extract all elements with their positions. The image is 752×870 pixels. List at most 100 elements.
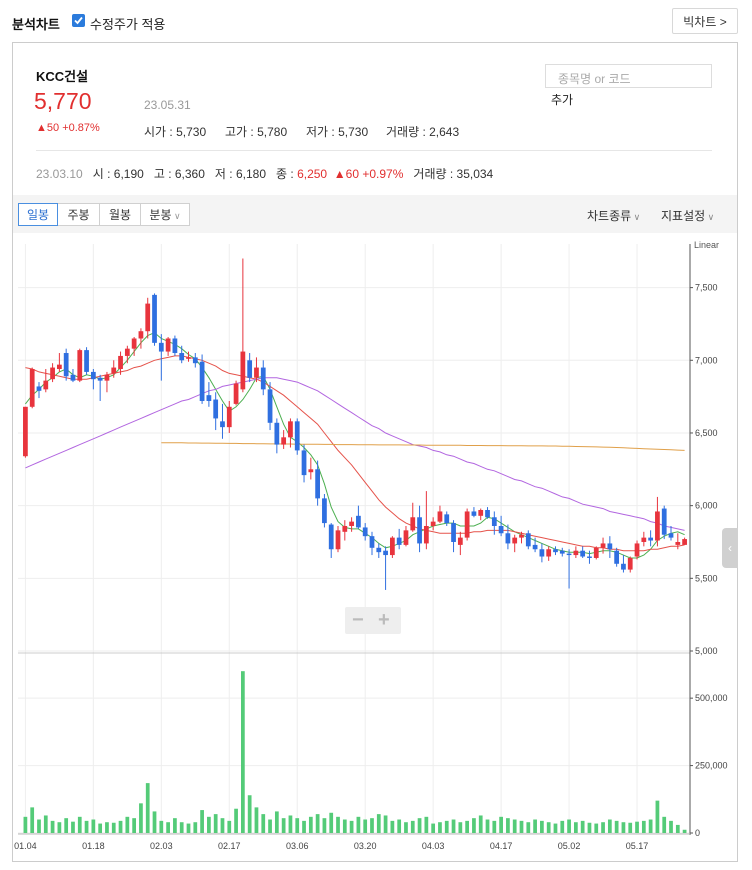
candle-body xyxy=(682,539,687,545)
side-panel-toggle[interactable]: ‹ xyxy=(722,528,738,568)
volume-bar xyxy=(465,820,470,833)
zoom-out-button[interactable]: − xyxy=(352,609,364,631)
volume-label: 거래량 : xyxy=(386,125,430,139)
volume-bar xyxy=(349,820,354,833)
volume-bar xyxy=(247,795,252,833)
candle-body xyxy=(240,351,246,390)
volume-bar xyxy=(145,783,150,833)
volume-bar xyxy=(207,816,211,833)
volume-bar xyxy=(302,820,306,833)
candle-body xyxy=(179,353,185,361)
volume-bar xyxy=(336,816,340,833)
volume-bar xyxy=(383,815,388,833)
change-percent: +0.87% xyxy=(62,122,100,134)
add-button[interactable]: 추가 xyxy=(546,90,578,110)
tab-minute[interactable]: 분봉 ∨ xyxy=(140,203,190,226)
volume-bar xyxy=(669,820,673,833)
ma20-line xyxy=(25,355,685,552)
candle-body xyxy=(281,437,287,445)
volume-bar xyxy=(322,818,327,833)
candle-body xyxy=(97,377,103,381)
volume-bar xyxy=(410,820,415,833)
candle-body xyxy=(512,537,518,544)
volume-bar xyxy=(234,808,238,833)
candle-body xyxy=(607,543,613,550)
indicator-label: 지표설정 xyxy=(661,209,706,223)
candle-body xyxy=(471,511,477,516)
hover-change-pct: +0.97% xyxy=(362,167,404,181)
volume-bar xyxy=(23,816,28,833)
candle-body xyxy=(301,450,307,476)
candle-body xyxy=(192,357,198,364)
tab-daily[interactable]: 일봉 xyxy=(18,203,58,226)
volume-bar xyxy=(200,810,204,833)
candle-body xyxy=(627,557,633,570)
candle-body xyxy=(464,511,470,538)
candle-body xyxy=(233,383,239,404)
hover-low: 6,180 xyxy=(235,167,266,181)
adjusted-price-checkbox[interactable] xyxy=(72,14,85,27)
candle-body xyxy=(457,537,463,545)
ma5-line xyxy=(25,332,685,559)
volume-bar xyxy=(84,820,89,833)
candle-body xyxy=(362,527,368,537)
volume-bar xyxy=(444,820,449,833)
volume-bar xyxy=(370,818,374,833)
hover-date: 23.03.10 xyxy=(36,167,83,181)
candle-body xyxy=(63,353,69,377)
volume-tick-label: 250,000 xyxy=(695,761,728,771)
high-label: 고가 : xyxy=(225,125,258,139)
hover-high: 6,360 xyxy=(174,167,205,181)
big-chart-button[interactable]: 빅차트 > xyxy=(672,8,738,34)
candle-body xyxy=(430,521,436,526)
candle-body xyxy=(423,525,429,544)
volume-bar xyxy=(397,819,402,833)
adjusted-price-label[interactable]: 수정주가 적용 xyxy=(90,17,166,32)
candle-body xyxy=(498,525,504,534)
candle-body xyxy=(36,386,42,391)
candle-body xyxy=(376,547,382,553)
volume-bar xyxy=(492,820,497,833)
volume-bar xyxy=(499,816,503,833)
volume-bar xyxy=(478,815,483,833)
x-tick-label: 05.17 xyxy=(626,841,649,851)
volume-bar xyxy=(458,822,463,833)
volume-bar xyxy=(662,816,667,833)
check-icon xyxy=(74,16,83,25)
low-label: 저가 : xyxy=(306,125,339,139)
candle-body xyxy=(356,515,361,528)
volume-bar xyxy=(159,820,164,833)
candle-body xyxy=(403,530,409,545)
candle-body xyxy=(478,510,484,516)
stock-search-input[interactable]: 종목명 or 코드 xyxy=(545,64,712,88)
y-tick-label: 6,500 xyxy=(695,428,718,438)
chart-type-dropdown[interactable]: 차트종류 ∨ xyxy=(587,207,640,224)
candle-body xyxy=(124,348,130,356)
tab-monthly[interactable]: 월봉 xyxy=(99,203,141,226)
hover-volume: 35,034 xyxy=(456,167,494,181)
volume-bar xyxy=(567,819,571,833)
volume-bar xyxy=(526,822,531,833)
volume-bar xyxy=(635,821,639,833)
candle-body xyxy=(675,541,681,545)
volume-bar xyxy=(641,820,646,833)
volume-bar xyxy=(43,815,48,833)
y-tick-label: 6,000 xyxy=(695,501,718,511)
hover-open: 6,190 xyxy=(113,167,144,181)
candle-body xyxy=(29,369,35,407)
volume-tick-label: 500,000 xyxy=(695,693,728,703)
volume-bar xyxy=(268,819,272,833)
tab-weekly[interactable]: 주봉 xyxy=(57,203,100,226)
candle-body xyxy=(587,556,592,558)
candle-body xyxy=(396,537,402,545)
zoom-in-button[interactable]: + xyxy=(378,609,390,631)
candle-body xyxy=(634,543,640,557)
volume-bar xyxy=(57,822,62,833)
candle-body xyxy=(199,361,205,401)
volume-bar xyxy=(587,822,592,833)
indicator-dropdown[interactable]: 지표설정 ∨ xyxy=(661,207,714,224)
divider xyxy=(36,150,712,151)
volume-bar xyxy=(50,820,55,833)
volume-bar xyxy=(472,818,476,833)
